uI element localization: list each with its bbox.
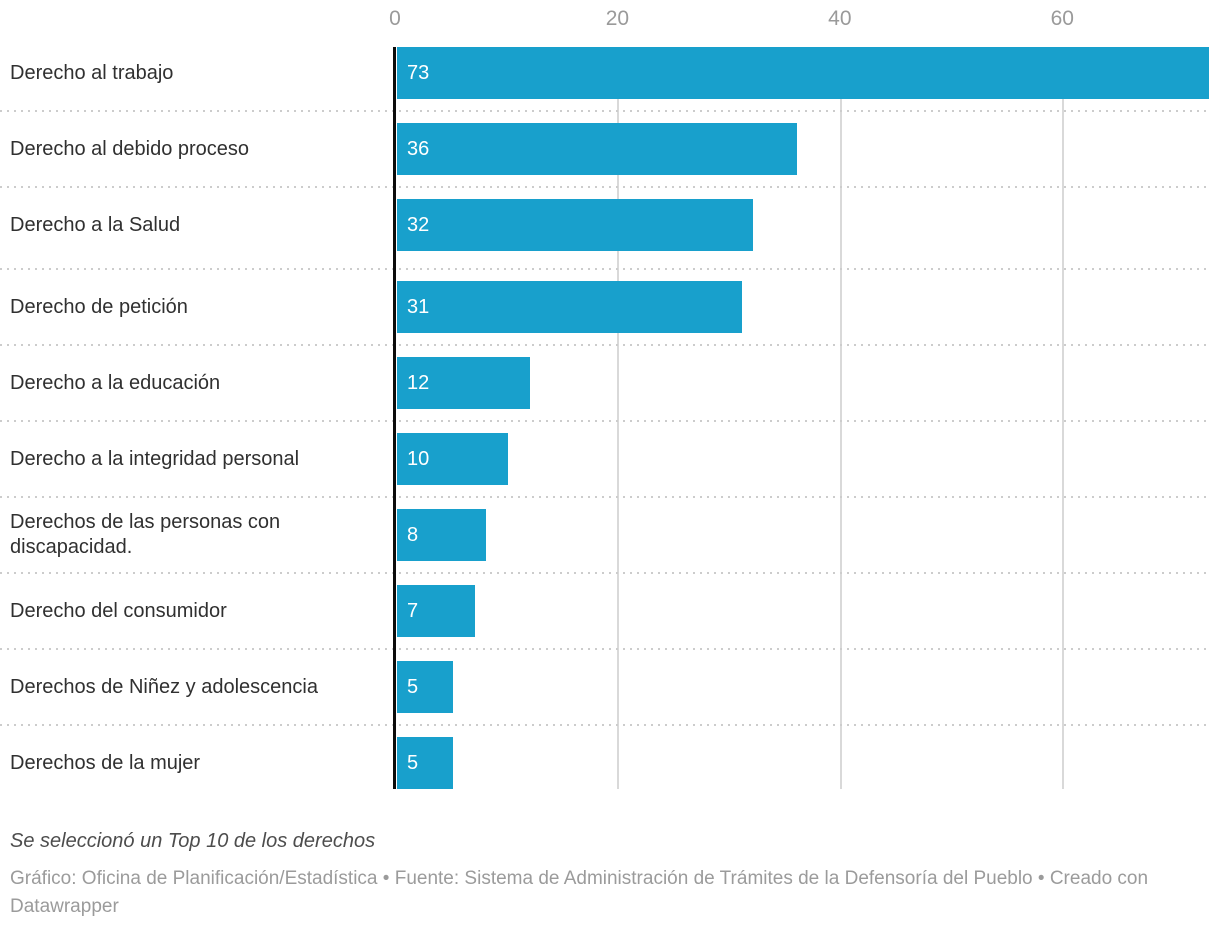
category-label: Derecho a la integridad personal <box>10 447 300 470</box>
gridline <box>1062 47 1065 789</box>
bar: 10 <box>397 433 509 485</box>
bar: 7 <box>397 585 475 637</box>
bar-value-label: 5 <box>407 675 419 698</box>
bar: 5 <box>397 661 453 713</box>
bar-value-label: 31 <box>407 295 430 318</box>
chart-row: Derechos de la mujer 5 <box>0 737 1220 789</box>
bar-track: 31 <box>397 281 1220 333</box>
chart-row: Derecho al trabajo 73 <box>0 47 1220 123</box>
bar-track: 36 <box>397 123 1220 175</box>
bar-value-label: 32 <box>407 213 430 236</box>
category-label: Derecho del consumidor <box>10 599 227 622</box>
chart-row: Derechos de Niñez y adolescencia 5 <box>0 661 1220 737</box>
gridline <box>839 47 842 789</box>
gridline <box>617 47 620 789</box>
chart-row: Derecho al debido proceso 36 <box>0 123 1220 199</box>
bar-track: 10 <box>397 433 1220 485</box>
bar: 36 <box>397 123 798 175</box>
chart-row: Derecho a la integridad personal 10 <box>0 433 1220 509</box>
category-label: Derecho a la Salud <box>10 213 181 236</box>
bar-value-label: 36 <box>407 137 430 160</box>
x-axis: 0 20 40 60 <box>0 0 1220 47</box>
category-label: Derecho a la educación <box>10 371 221 394</box>
chart-row: Derecho de petición 31 <box>0 281 1220 357</box>
chart-row: Derechos de las personas con discapacida… <box>0 509 1220 585</box>
bar-value-label: 8 <box>407 523 419 546</box>
chart-row: Derecho del consumidor 7 <box>0 585 1220 661</box>
category-label: Derechos de las personas con discapacida… <box>10 511 281 558</box>
bar: 5 <box>397 737 453 789</box>
axis-tick-label: 20 <box>605 7 630 30</box>
chart-plot-area: Derecho al trabajo 73 Derecho al debido … <box>0 47 1220 789</box>
chart-row: Derecho a la Salud 32 <box>0 199 1220 281</box>
bar-value-label: 73 <box>407 61 430 84</box>
category-label: Derecho al debido proceso <box>10 137 250 160</box>
bar-track: 32 <box>397 199 1220 251</box>
category-label: Derecho al trabajo <box>10 61 174 84</box>
category-label: Derechos de Niñez y adolescencia <box>10 675 318 698</box>
bar-track: 73 <box>397 47 1220 99</box>
chart-attribution: Gráfico: Oficina de Planificación/Estadí… <box>10 868 1149 917</box>
bar: 73 <box>397 47 1209 99</box>
bar: 12 <box>397 357 531 409</box>
bar-value-label: 10 <box>407 447 430 470</box>
axis-baseline <box>393 47 396 789</box>
bar: 31 <box>397 281 742 333</box>
chart-row: Derecho a la educación 12 <box>0 357 1220 433</box>
bar: 8 <box>397 509 486 561</box>
bar-track: 5 <box>397 737 1220 789</box>
category-label: Derechos de la mujer <box>10 751 201 774</box>
bar-value-label: 5 <box>407 751 419 774</box>
bar-track: 7 <box>397 585 1220 637</box>
category-label: Derecho de petición <box>10 295 188 318</box>
bar-track: 12 <box>397 357 1220 409</box>
chart-footer: Se seleccionó un Top 10 de los derechos … <box>0 829 1220 921</box>
bar-value-label: 12 <box>407 371 430 394</box>
axis-tick-label: 60 <box>1050 7 1074 30</box>
axis-tick-label: 40 <box>828 7 852 30</box>
bar-track: 8 <box>397 509 1220 561</box>
axis-tick-label: 0 <box>389 7 401 30</box>
bar-value-label: 7 <box>407 599 419 622</box>
chart-note: Se seleccionó un Top 10 de los derechos <box>10 830 376 852</box>
bar-track: 5 <box>397 661 1220 713</box>
bar: 32 <box>397 199 753 251</box>
